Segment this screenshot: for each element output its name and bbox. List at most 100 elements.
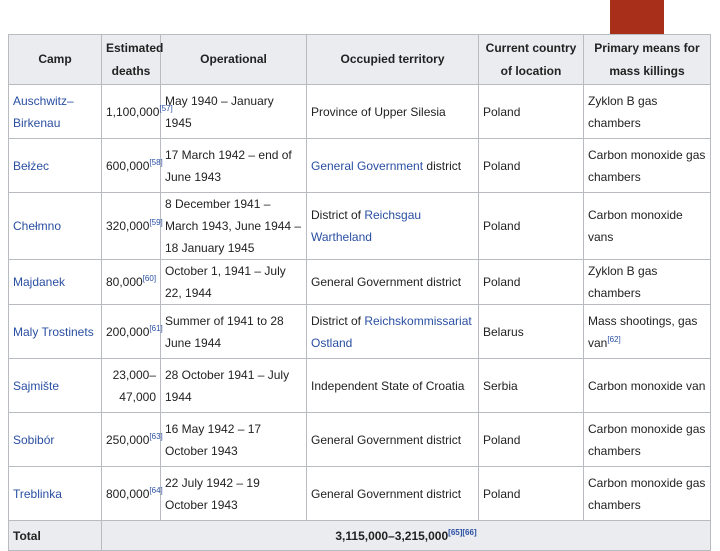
camp-link[interactable]: Auschwitz–Birkenau: [13, 93, 74, 130]
deaths-reference[interactable]: [58]: [149, 157, 163, 167]
means-text: Zyklon B gas chambers: [588, 93, 658, 130]
means-text: Mass shootings, gas van: [588, 313, 698, 350]
table-body: Auschwitz–Birkenau 1,100,000[57]May 1940 …: [8, 84, 711, 521]
header-means[interactable]: Primary means for mass killings: [583, 34, 711, 85]
extermination-camps-table: Camp Estimated deaths Operational Occupi…: [8, 34, 711, 551]
table-row: Auschwitz–Birkenau 1,100,000[57]May 1940 …: [8, 84, 711, 139]
cell-means: Carbon monoxide gas chambers: [583, 466, 711, 521]
camp-link[interactable]: Chełmno: [13, 219, 62, 233]
cell-camp: Chełmno: [8, 192, 102, 260]
territory-suffix: district: [423, 158, 462, 173]
camp-link[interactable]: Treblinka: [13, 486, 62, 501]
table-row: Maly Trostinets 200,000[61] Summer of 1941…: [8, 304, 711, 359]
table-row: Treblinka 800,000[64] 22 July 1942 – 19 Oc…: [8, 466, 711, 521]
camp-link[interactable]: Bełżec: [13, 158, 50, 173]
camp-link[interactable]: Majdanek: [13, 275, 66, 289]
means-text: Carbon monoxide gas chambers: [588, 475, 706, 512]
means-text: Carbon monoxide vans: [588, 208, 683, 244]
territory-link[interactable]: General Government: [311, 158, 424, 173]
cell-territory: Province of Upper Silesia: [306, 84, 479, 139]
table-container: Camp Estimated deaths Operational Occupi…: [8, 34, 711, 551]
means-text: Carbon monoxide gas chambers: [588, 421, 706, 458]
cell-territory: General Government district: [306, 259, 479, 305]
deaths-reference[interactable]: [59]: [149, 218, 163, 227]
header-deaths[interactable]: Estimated deaths: [101, 34, 163, 85]
cell-deaths: 1,100,000[57]: [101, 84, 173, 139]
cell-operational: 17 March 1942 – end of June 1943: [160, 138, 307, 193]
deaths-value: 200,000: [106, 324, 150, 339]
cell-country: Poland: [478, 192, 584, 260]
camp-link[interactable]: Sajmište: [13, 378, 60, 393]
header-country[interactable]: Current country of location: [478, 34, 584, 85]
cell-deaths: 320,000[59]: [101, 192, 163, 260]
cell-means: Carbon monoxide vans: [583, 192, 711, 260]
cell-country: Poland: [478, 84, 584, 139]
cell-deaths: 250,000[63]: [101, 412, 163, 467]
total-row: Total 3,115,000–3,215,000[65][66]: [8, 520, 711, 551]
cell-territory: General Government district: [306, 412, 479, 467]
cell-means: Zyklon B gas chambers: [583, 259, 711, 305]
cell-operational: 16 May 1942 – 17 October 1943: [160, 412, 307, 467]
cell-means: Zyklon B gas chambers: [583, 84, 711, 139]
deaths-value: 23,000–47,000: [112, 367, 156, 404]
territory-text: District of: [311, 313, 365, 328]
cell-camp: Auschwitz–Birkenau: [8, 84, 102, 139]
territory-text: Independent State of Croatia: [311, 378, 465, 393]
cell-country: Serbia: [478, 358, 584, 413]
deaths-reference[interactable]: [60]: [142, 274, 157, 283]
cell-camp: Sajmište: [8, 358, 102, 413]
means-reference[interactable]: [62]: [607, 334, 621, 344]
cell-country: Poland: [478, 466, 584, 521]
cell-means: Carbon monoxide van: [583, 358, 711, 413]
table-row: Sajmište 23,000–47,000 28 October 1941 – J…: [8, 358, 711, 413]
cell-means: Carbon monoxide gas chambers: [583, 412, 711, 467]
cell-deaths: 80,000[60]: [101, 259, 161, 305]
cell-camp: Sobibór: [8, 412, 102, 467]
total-value: 3,115,000–3,215,000: [335, 528, 449, 543]
cell-operational: 28 October 1941 – July 1944: [160, 358, 307, 413]
cell-operational: 8 December 1941 – March 1943, June 1944 …: [160, 192, 307, 260]
cell-territory: District of Reichskommissariat Ostland: [306, 304, 479, 359]
cell-camp: Majdanek: [8, 259, 102, 305]
cell-means: Mass shootings, gas van[62]: [583, 304, 711, 359]
territory-text: General Government district: [311, 432, 462, 447]
cell-country: Belarus: [478, 304, 584, 359]
cell-means: Carbon monoxide gas chambers: [583, 138, 711, 193]
means-text: Zyklon B gas chambers: [588, 264, 658, 300]
deaths-reference[interactable]: [64]: [149, 485, 163, 495]
means-text: Carbon monoxide van: [588, 378, 706, 393]
table-row: Chełmno 320,000[59] 8 December 1941 – Marc…: [8, 192, 711, 260]
deaths-reference[interactable]: [63]: [149, 431, 163, 441]
cell-operational: Summer of 1941 to 28 June 1944: [160, 304, 307, 359]
territory-text: General Government district: [311, 275, 462, 289]
cell-deaths: 23,000–47,000: [101, 358, 161, 413]
cell-deaths: 600,000[58]: [101, 138, 163, 193]
table-row: Sobibór 250,000[63] 16 May 1942 – 17 Octob…: [8, 412, 711, 467]
cell-territory: Independent State of Croatia: [306, 358, 479, 413]
total-reference[interactable]: [65][66]: [448, 527, 477, 537]
cell-territory: General Government district: [306, 466, 479, 521]
deaths-value: 1,100,000: [106, 104, 160, 119]
camp-link[interactable]: Sobibór: [13, 432, 55, 447]
slide-accent-bar: [610, 0, 664, 34]
deaths-reference[interactable]: [61]: [149, 323, 163, 333]
cell-operational: 22 July 1942 – 19 October 1943: [160, 466, 307, 521]
deaths-value: 80,000: [106, 275, 143, 289]
cell-country: Poland: [478, 412, 584, 467]
territory-text: Province of Upper Silesia: [311, 104, 446, 119]
cell-country: Poland: [478, 138, 584, 193]
cell-deaths: 200,000[61]: [101, 304, 163, 359]
cell-camp: Bełżec: [8, 138, 102, 193]
deaths-value: 600,000: [106, 158, 150, 173]
territory-link[interactable]: Reichsgau Wartheland: [311, 208, 422, 244]
cell-camp: Treblinka: [8, 466, 102, 521]
header-territory[interactable]: Occupied territory: [306, 34, 479, 85]
camp-link[interactable]: Maly Trostinets: [13, 324, 94, 339]
total-value-cell: 3,115,000–3,215,000[65][66]: [101, 520, 711, 551]
header-camp[interactable]: Camp: [8, 34, 102, 85]
cell-deaths: 800,000[64]: [101, 466, 163, 521]
header-operational[interactable]: Operational: [160, 34, 307, 85]
means-text: Carbon monoxide gas chambers: [588, 147, 706, 184]
territory-link[interactable]: Reichskommissariat Ostland: [311, 313, 472, 350]
table-row: Majdanek 80,000[60] October 1, 1941 – July…: [8, 259, 711, 305]
